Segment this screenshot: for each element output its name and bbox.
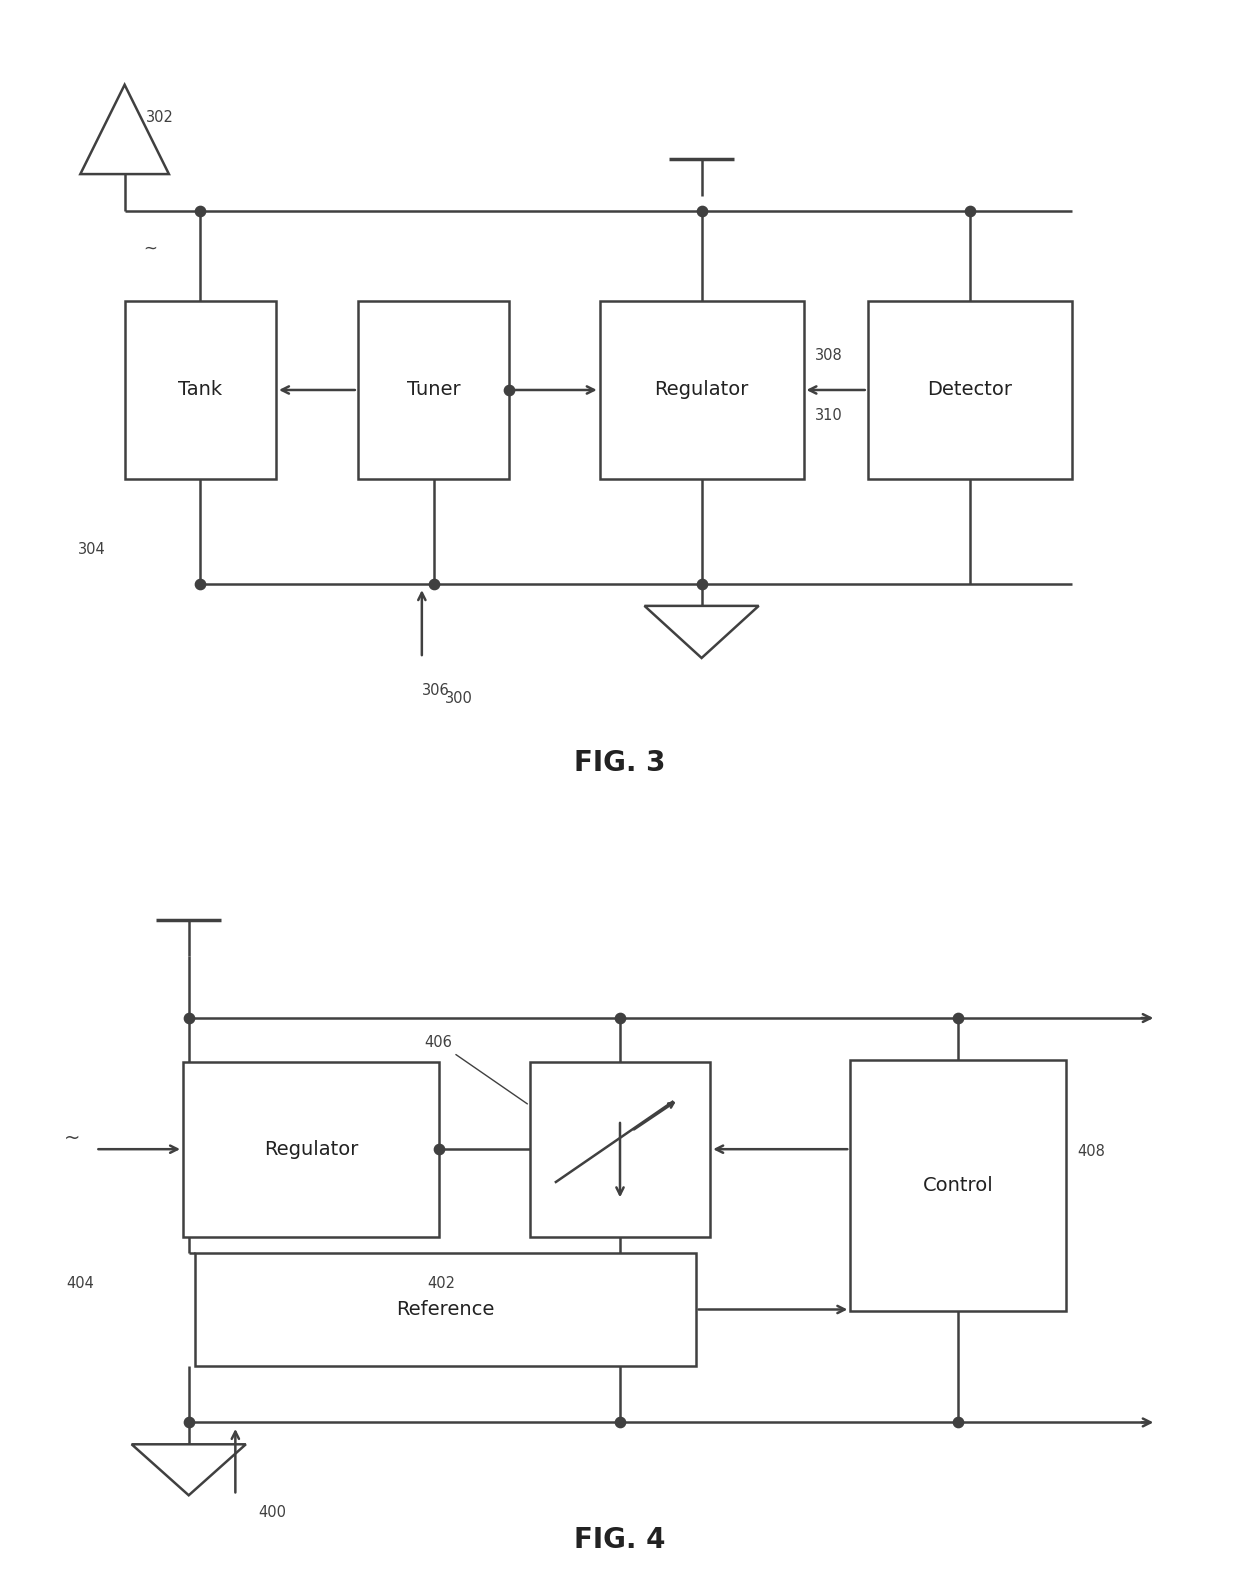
Point bbox=[424, 570, 444, 596]
FancyBboxPatch shape bbox=[600, 301, 804, 480]
Point bbox=[960, 198, 980, 223]
FancyBboxPatch shape bbox=[195, 1253, 696, 1365]
Text: 400: 400 bbox=[259, 1505, 286, 1521]
Point bbox=[429, 1137, 449, 1163]
Text: 300: 300 bbox=[445, 691, 472, 705]
Text: 406: 406 bbox=[425, 1036, 527, 1104]
FancyBboxPatch shape bbox=[358, 301, 510, 480]
Point bbox=[610, 1006, 630, 1031]
Text: Regulator: Regulator bbox=[264, 1140, 358, 1158]
Text: Tuner: Tuner bbox=[407, 380, 460, 399]
Text: 402: 402 bbox=[428, 1275, 455, 1291]
FancyBboxPatch shape bbox=[124, 301, 277, 480]
Point bbox=[179, 1410, 198, 1435]
Text: 408: 408 bbox=[1078, 1145, 1105, 1159]
Point bbox=[191, 570, 211, 596]
Text: Tank: Tank bbox=[179, 380, 222, 399]
Text: FIG. 4: FIG. 4 bbox=[574, 1525, 666, 1554]
Text: ~: ~ bbox=[64, 1129, 81, 1148]
Text: Control: Control bbox=[923, 1177, 993, 1194]
FancyBboxPatch shape bbox=[868, 301, 1071, 480]
FancyBboxPatch shape bbox=[529, 1061, 711, 1237]
Text: ~: ~ bbox=[144, 239, 157, 258]
FancyBboxPatch shape bbox=[851, 1060, 1066, 1312]
FancyBboxPatch shape bbox=[182, 1061, 439, 1237]
Point bbox=[500, 377, 520, 402]
Text: 304: 304 bbox=[78, 542, 105, 556]
Point bbox=[949, 1006, 968, 1031]
Text: Reference: Reference bbox=[396, 1300, 495, 1319]
Text: 302: 302 bbox=[145, 109, 174, 125]
Text: FIG. 3: FIG. 3 bbox=[574, 749, 666, 778]
Point bbox=[692, 198, 712, 223]
Point bbox=[610, 1410, 630, 1435]
Point bbox=[191, 198, 211, 223]
Point bbox=[692, 570, 712, 596]
Text: Detector: Detector bbox=[928, 380, 1012, 399]
Text: 310: 310 bbox=[815, 407, 843, 423]
Text: 308: 308 bbox=[815, 348, 843, 363]
Point bbox=[949, 1410, 968, 1435]
Point bbox=[179, 1006, 198, 1031]
Text: Regulator: Regulator bbox=[655, 380, 749, 399]
Text: 306: 306 bbox=[422, 683, 450, 699]
Text: 404: 404 bbox=[67, 1275, 94, 1291]
